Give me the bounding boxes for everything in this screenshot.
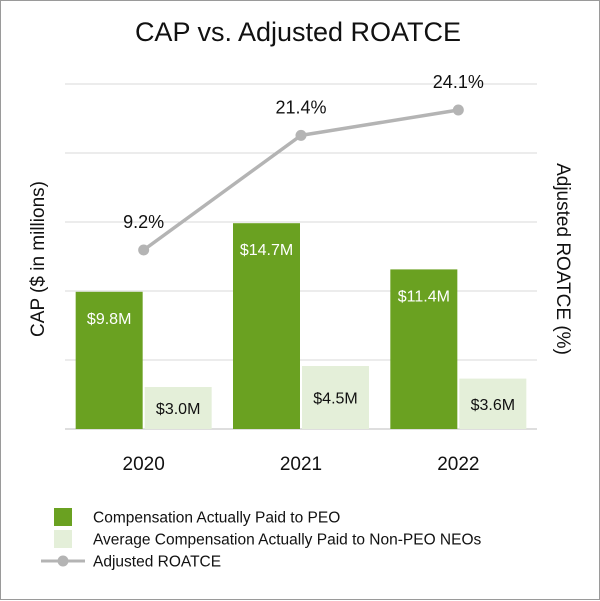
roatce-point-2021 [295,129,307,141]
bar-peo-2022 [390,269,458,429]
gridlines [65,83,537,430]
roatce-label-2022: 24.1% [433,72,484,92]
roatce-point-2020 [138,244,150,256]
legend-swatch-peo [54,508,72,526]
y-axis-label: CAP ($ in millions) [28,181,49,337]
legend-label-neo: Average Compensation Actually Paid to No… [93,532,482,549]
bar-peo-2020 [75,291,143,429]
bar-label-neo-2021: $4.5M [313,391,357,408]
legend-label-roatce: Adjusted ROATCE [93,554,221,571]
bar-neo-2022 [459,378,527,429]
roatce-point-2022 [452,104,464,116]
bar-label-neo-2020: $3.0M [156,401,200,418]
line-layer: 9.2% 21.4% 24.1% [123,72,484,256]
x-tick-2022: 2022 [437,454,479,475]
bar-label-neo-2022: $3.6M [471,397,515,414]
bar-label-peo-2020: $9.8M [87,311,131,328]
legend-marker-roatce [57,555,69,567]
bar-label-peo-2021: $14.7M [240,242,293,259]
bar-neo-2021 [302,366,369,429]
x-tick-2020: 2020 [123,454,165,475]
x-tick-2021: 2021 [280,454,322,475]
legend-label-peo: Compensation Actually Paid to PEO [93,510,340,527]
roatce-label-2021: 21.4% [275,97,326,117]
chart-title: CAP vs. Adjusted ROATCE [135,17,461,47]
bar-neo-2020 [144,387,212,429]
bar-label-peo-2022: $11.4M [398,288,450,305]
legend: Compensation Actually Paid to PEO Average… [41,508,482,571]
x-ticks: 2020 2021 2022 [123,454,480,475]
y2-axis-label: Adjusted ROATCE (%) [552,163,573,355]
roatce-label-2020: 9.2% [123,212,164,232]
bars-layer: $9.8M $3.0M $14.7M $4.5M $11.4M $3.6M [75,223,527,429]
legend-swatch-neo [54,530,72,548]
bar-peo-2021 [233,223,300,429]
